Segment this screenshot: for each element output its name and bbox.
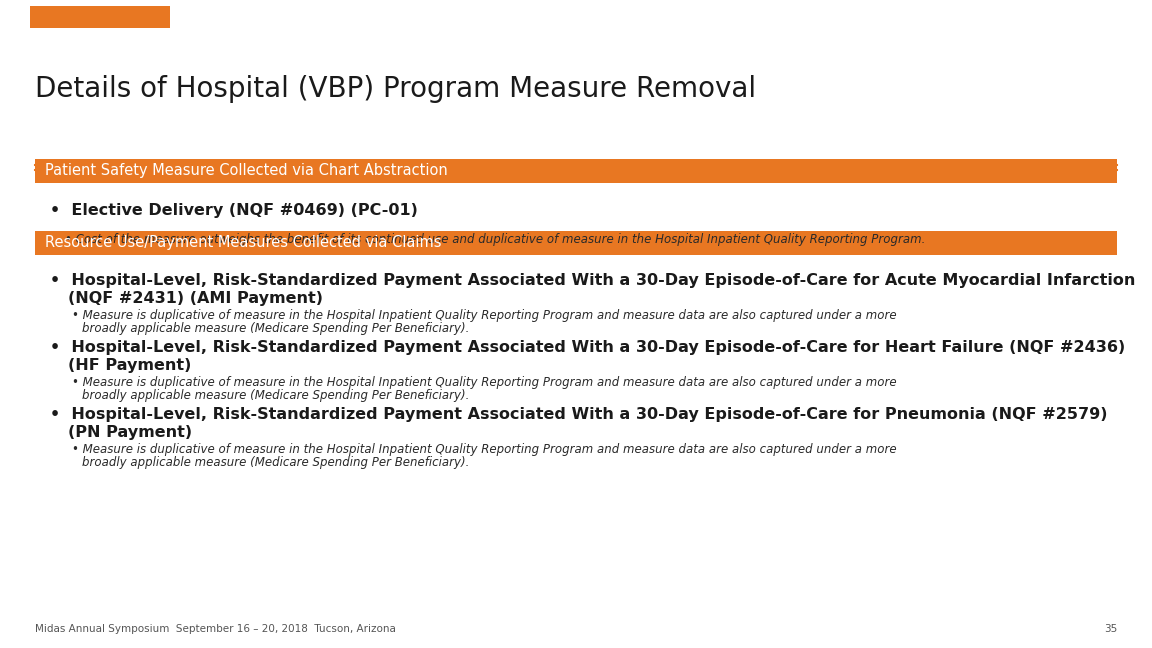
- Text: •  Hospital-Level, Risk-Standardized Payment Associated With a 30-Day Episode-of: • Hospital-Level, Risk-Standardized Paym…: [50, 340, 1126, 355]
- Text: (HF Payment): (HF Payment): [68, 358, 191, 373]
- Bar: [30, 6, 170, 28]
- Text: broadly applicable measure (Medicare Spending Per Beneficiary).: broadly applicable measure (Medicare Spe…: [82, 389, 469, 402]
- Text: •  Hospital-Level, Risk-Standardized Payment Associated With a 30-Day Episode-of: • Hospital-Level, Risk-Standardized Paym…: [50, 273, 1136, 288]
- Text: • Measure is duplicative of measure in the Hospital Inpatient Quality Reporting : • Measure is duplicative of measure in t…: [71, 376, 896, 389]
- Text: Midas Annual Symposium  September 16 – 20, 2018  Tucson, Arizona: Midas Annual Symposium September 16 – 20…: [35, 624, 396, 634]
- Bar: [35, 159, 1117, 183]
- Text: • Measure is duplicative of measure in the Hospital Inpatient Quality Reporting : • Measure is duplicative of measure in t…: [71, 309, 896, 322]
- Text: Details of Hospital (VBP) Program Measure Removal: Details of Hospital (VBP) Program Measur…: [35, 75, 756, 103]
- Text: • Cost of the measure outweighs the benefit of its continued use and duplicative: • Cost of the measure outweighs the bene…: [65, 233, 925, 246]
- Text: (NQF #2431) (AMI Payment): (NQF #2431) (AMI Payment): [68, 291, 323, 306]
- Text: broadly applicable measure (Medicare Spending Per Beneficiary).: broadly applicable measure (Medicare Spe…: [82, 322, 469, 335]
- Text: broadly applicable measure (Medicare Spending Per Beneficiary).: broadly applicable measure (Medicare Spe…: [82, 456, 469, 469]
- Text: Resource Use/Payment Measures Collected via Claims: Resource Use/Payment Measures Collected …: [45, 235, 441, 251]
- Text: 35: 35: [1104, 624, 1117, 634]
- Text: •  Hospital-Level, Risk-Standardized Payment Associated With a 30-Day Episode-of: • Hospital-Level, Risk-Standardized Paym…: [50, 407, 1107, 422]
- Text: Patient Safety Measure Collected via Chart Abstraction: Patient Safety Measure Collected via Cha…: [45, 163, 448, 178]
- Text: • Measure is duplicative of measure in the Hospital Inpatient Quality Reporting : • Measure is duplicative of measure in t…: [71, 443, 896, 456]
- Bar: [35, 231, 1117, 255]
- Text: •  Elective Delivery (NQF #0469) (PC-01): • Elective Delivery (NQF #0469) (PC-01): [50, 203, 418, 218]
- Text: (PN Payment): (PN Payment): [68, 425, 192, 440]
